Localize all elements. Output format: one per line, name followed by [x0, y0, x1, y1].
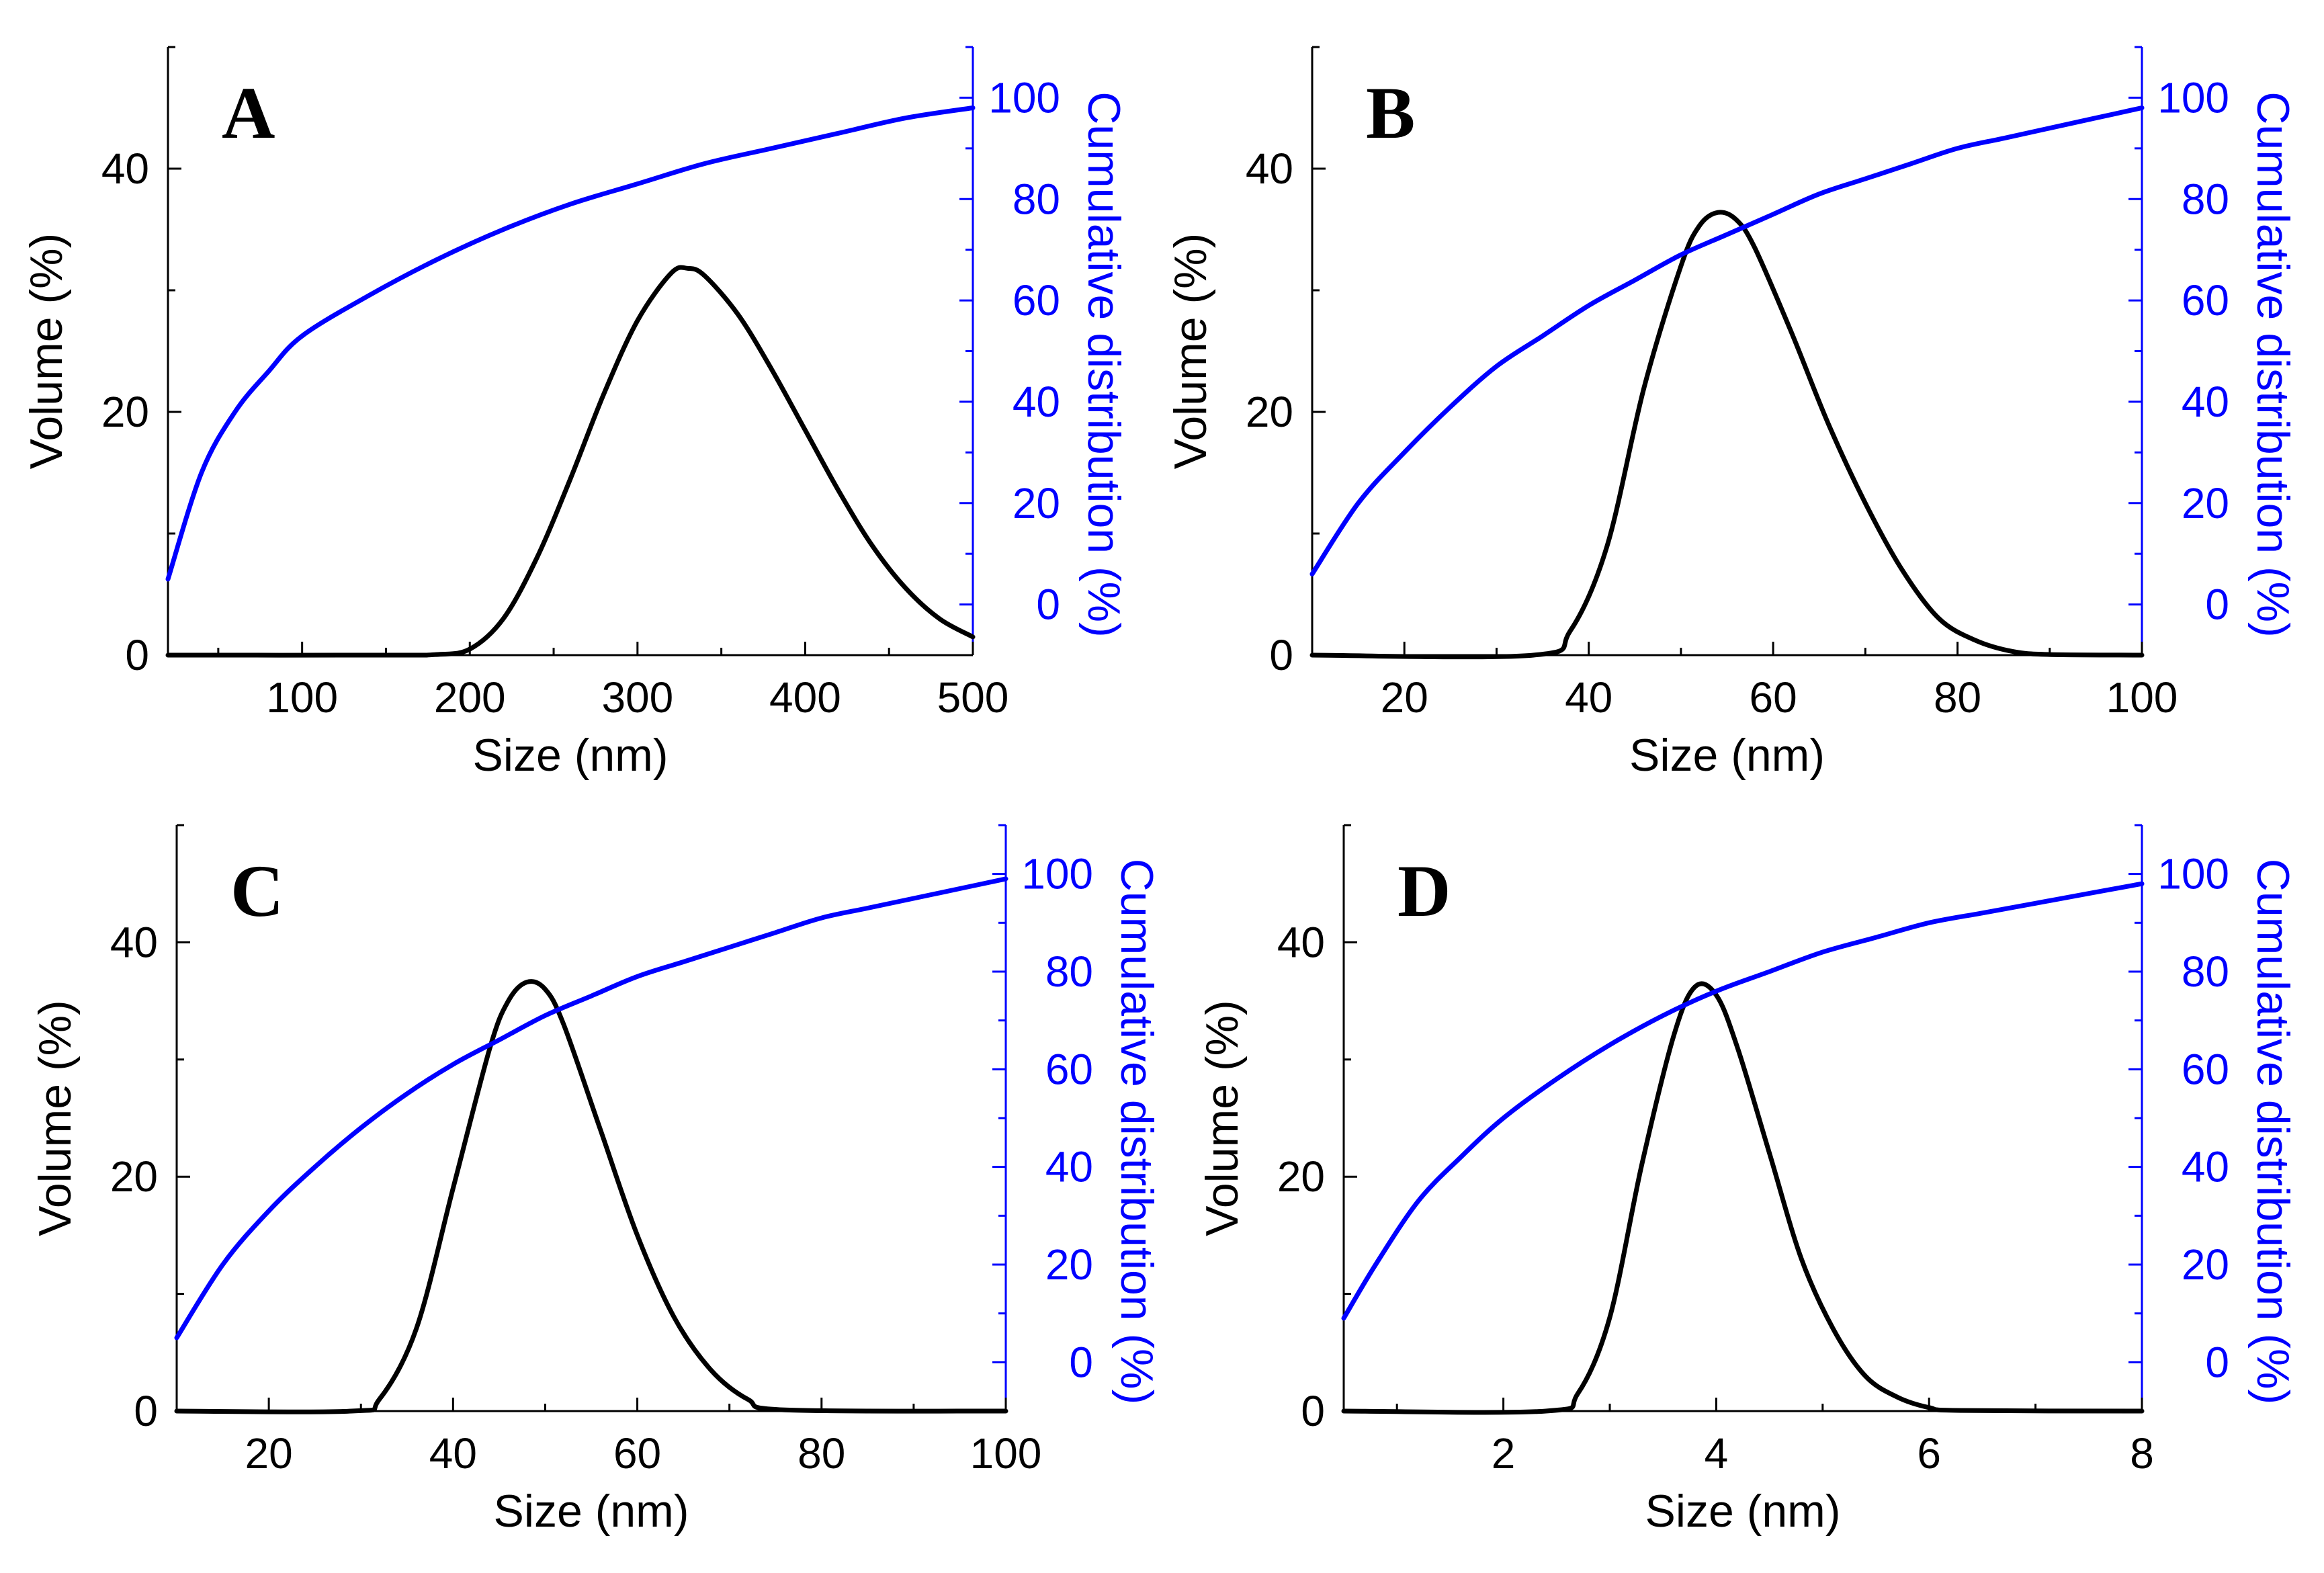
- x-tick-label: 2: [1492, 1429, 1516, 1478]
- x-tick-label: 40: [1565, 673, 1612, 722]
- y2-tick-label: 80: [2182, 175, 2229, 223]
- y2-axis-title: Cumulative distribution (%): [1078, 91, 1129, 638]
- y2-tick-label: 0: [1036, 581, 1060, 629]
- y2-axis-title: Cumulative distribution (%): [2247, 859, 2298, 1405]
- x-tick-label: 80: [1934, 673, 1981, 722]
- x-axis-title: Size (nm): [494, 1486, 689, 1537]
- panel-c: 20 40 60 80 100 0 20 40 0 20 40 60 80 100 Size (nm) Vol…: [30, 824, 1162, 1537]
- cumulative-line: [1309, 105, 2145, 577]
- y-tick-label: 20: [110, 1152, 158, 1201]
- y2-tick-label: 40: [2182, 378, 2229, 426]
- x-axis-title: Size (nm): [1645, 1486, 1841, 1537]
- y2-tick-label: 0: [2205, 1338, 2229, 1386]
- y-axis-title: Volume (%): [1197, 1000, 1248, 1236]
- y2-tick-label: 20: [1045, 1240, 1093, 1289]
- y-tick-label: 20: [1246, 388, 1293, 436]
- x-tick-label: 100: [2106, 673, 2178, 722]
- y2-tick-label: 80: [2182, 947, 2229, 996]
- y-tick-label: 0: [125, 631, 149, 679]
- x-axis-title: Size (nm): [1629, 730, 1825, 781]
- x-tick-label: 8: [2130, 1429, 2154, 1478]
- y-tick-label: 20: [1277, 1152, 1325, 1201]
- x-tick-label: 60: [613, 1429, 661, 1478]
- x-tick-label: 400: [769, 673, 841, 722]
- y2-tick-label: 60: [1045, 1045, 1093, 1093]
- y2-tick-label: 40: [2182, 1143, 2229, 1191]
- y2-tick-label: 0: [2205, 581, 2229, 629]
- y-tick-label: 40: [1246, 144, 1293, 193]
- y2-tick-label: 40: [1013, 378, 1060, 426]
- panel-b: 20 40 60 80 100 0 20 40 0 20 40 60 80 100 Size (nm) Vol…: [1165, 46, 2298, 781]
- y2-tick-label: 40: [1045, 1143, 1093, 1191]
- y-tick-label: 0: [1301, 1387, 1325, 1435]
- x-tick-label: 20: [1381, 673, 1428, 722]
- x-tick-label: 200: [434, 673, 506, 722]
- y2-tick-label: 20: [2182, 479, 2229, 527]
- y2-tick-label: 100: [1021, 850, 1093, 898]
- y2-tick-label: 100: [988, 73, 1060, 122]
- y2-tick-label: 60: [2182, 276, 2229, 325]
- volume-line: [1341, 981, 2145, 1415]
- y2-tick-label: 20: [1013, 479, 1060, 527]
- y2-tick-label: 0: [1069, 1338, 1093, 1386]
- y-axis-title: Volume (%): [30, 1000, 81, 1236]
- y-axis-title: Volume (%): [1165, 233, 1216, 469]
- y-tick-label: 40: [110, 918, 158, 966]
- y2-tick-label: 100: [2157, 850, 2229, 898]
- panel-label: C: [230, 850, 284, 932]
- y2-tick-label: 100: [2157, 73, 2229, 122]
- y2-tick-label: 80: [1013, 175, 1060, 223]
- x-tick-label: 80: [798, 1429, 845, 1478]
- y2-tick-label: 60: [1013, 276, 1060, 325]
- y2-tick-label: 80: [1045, 947, 1093, 996]
- y2-tick-label: 60: [2182, 1045, 2229, 1093]
- x-tick-label: 500: [937, 673, 1009, 722]
- x-tick-label: 100: [266, 673, 338, 722]
- cumulative-line: [165, 105, 976, 582]
- x-tick-label: 300: [601, 673, 673, 722]
- y2-tick-label: 20: [2182, 1240, 2229, 1289]
- volume-line: [174, 979, 1008, 1414]
- y-tick-label: 20: [101, 388, 149, 436]
- cumulative-line: [1341, 881, 2145, 1321]
- panel-label: D: [1397, 850, 1451, 932]
- x-tick-label: 20: [245, 1429, 293, 1478]
- x-axis-title: Size (nm): [473, 730, 669, 781]
- y-tick-label: 40: [1277, 918, 1325, 966]
- panel-label: A: [222, 72, 275, 154]
- y-tick-label: 0: [134, 1387, 158, 1435]
- y-tick-label: 40: [101, 144, 149, 193]
- x-tick-label: 60: [1750, 673, 1797, 722]
- volume-line: [1309, 210, 2145, 660]
- x-tick-label: 100: [970, 1429, 1042, 1478]
- x-tick-label: 40: [429, 1429, 477, 1478]
- x-tick-label: 6: [1917, 1429, 1941, 1478]
- y-axis-title: Volume (%): [21, 233, 72, 469]
- y2-axis-title: Cumulative distribution (%): [2247, 91, 2298, 638]
- volume-line: [165, 265, 976, 658]
- x-tick-label: 4: [1705, 1429, 1729, 1478]
- cumulative-line: [174, 876, 1008, 1341]
- y2-axis-title: Cumulative distribution (%): [1111, 859, 1162, 1405]
- panel-label: B: [1366, 72, 1415, 154]
- y-tick-label: 0: [1269, 631, 1293, 679]
